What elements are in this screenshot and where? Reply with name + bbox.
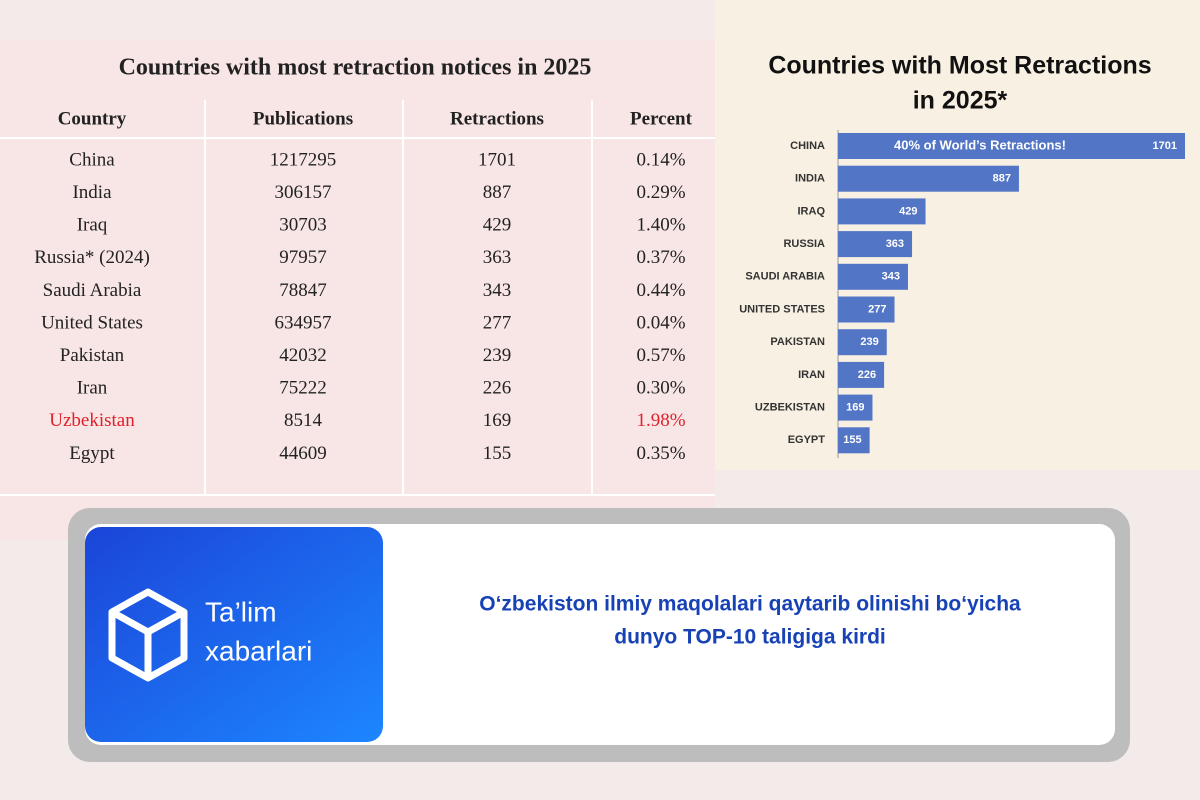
chart-title: in 2025* — [913, 87, 1008, 115]
category-label: UZBEKISTAN — [755, 402, 825, 414]
table-title: Countries with most retraction notices i… — [119, 55, 592, 81]
table-cell: 30703 — [279, 215, 327, 236]
value-label: 169 — [846, 402, 864, 414]
category-label: RUSSIA — [783, 238, 825, 250]
table-cell: 0.35% — [636, 443, 685, 464]
value-label: 429 — [899, 205, 917, 217]
table-cell: 0.30% — [636, 378, 685, 399]
table-cell: 277 — [483, 312, 512, 333]
category-label: CHINA — [790, 140, 825, 152]
table-cell: 78847 — [279, 280, 327, 301]
category-label: IRAN — [798, 369, 825, 381]
chart-panel — [715, 0, 1200, 470]
table-cell: 0.57% — [636, 345, 685, 366]
bar — [838, 329, 887, 356]
bar — [838, 231, 913, 258]
table-cell: Pakistan — [60, 345, 125, 366]
table-cell: 0.37% — [636, 247, 685, 268]
table-cell: 1217295 — [270, 149, 337, 170]
logo-icon — [108, 588, 188, 682]
value-label: 155 — [843, 434, 861, 446]
bar — [838, 361, 885, 388]
category-label: PAKISTAN — [770, 336, 825, 348]
bar — [838, 263, 908, 290]
table-cell: 8514 — [284, 410, 323, 431]
category-label: EGYPT — [788, 434, 826, 446]
table: Country Publications Retractions Percent Chi… — [34, 108, 692, 463]
table-cell: 887 — [483, 182, 512, 203]
table-cell: 226 — [483, 378, 512, 399]
value-label: 1701 — [1153, 140, 1177, 152]
bar — [838, 394, 873, 421]
table-cell: Iran — [77, 378, 108, 399]
table-cell: 75222 — [279, 378, 327, 399]
column-header: Country — [58, 108, 127, 129]
table-cell: Egypt — [69, 443, 115, 464]
table-cell: India — [72, 182, 112, 203]
table-cell: Uzbekistan — [49, 410, 135, 431]
table-cell: 0.04% — [636, 312, 685, 333]
table-cell: China — [69, 149, 115, 170]
logo-text: xabarlari — [205, 635, 312, 666]
table-cell: 429 — [483, 215, 512, 236]
table-cell: 97957 — [279, 247, 327, 268]
category-label: UNITED STATES — [739, 303, 825, 315]
value-label: 239 — [860, 336, 878, 348]
table-cell: 239 — [483, 345, 512, 366]
category-label: IRAQ — [798, 205, 826, 217]
headline: O‘zbekiston ilmiy maqolalari qaytarib ol… — [479, 593, 1021, 616]
value-label: 363 — [886, 238, 904, 250]
value-label: 226 — [858, 369, 876, 381]
table-cell: 0.44% — [636, 280, 685, 301]
table-cell: 42032 — [279, 345, 327, 366]
logo-box — [85, 527, 383, 742]
table-cell: 0.14% — [636, 149, 685, 170]
table-cell: Russia* (2024) — [34, 247, 150, 268]
column-header: Publications — [253, 108, 353, 129]
bar — [838, 133, 1186, 159]
bar — [838, 165, 1019, 192]
column-header: Percent — [630, 108, 693, 129]
table-cell: 343 — [483, 280, 512, 301]
logo-text: Ta’lim — [205, 596, 277, 627]
headline: dunyo TOP-10 taligiga kirdi — [614, 626, 886, 649]
bar — [838, 427, 870, 454]
value-label: 343 — [882, 271, 900, 283]
table-cell: 0.29% — [636, 182, 685, 203]
table-cell: 155 — [483, 443, 512, 464]
category-label: SAUDI ARABIA — [745, 271, 825, 283]
table-cell: 1701 — [478, 149, 516, 170]
table-cell: Saudi Arabia — [43, 280, 142, 301]
table-panel — [0, 40, 715, 540]
table-cell: 634957 — [275, 312, 332, 333]
table-cell: Iraq — [77, 215, 108, 236]
annotation: 40% of World’s Retractions! — [894, 137, 1066, 152]
bar — [838, 198, 926, 225]
table-cell: 1.40% — [636, 215, 685, 236]
column-header: Retractions — [450, 108, 544, 129]
table-cell: 44609 — [279, 443, 327, 464]
chart-title: Countries with Most Retractions — [768, 52, 1151, 80]
table-cell: United States — [41, 312, 143, 333]
bar — [838, 296, 895, 323]
chart: Countries with Most Retractions in 2025* C… — [739, 52, 1186, 458]
table-cell: 363 — [483, 247, 512, 268]
value-label: 887 — [993, 173, 1011, 185]
table-cell: 1.98% — [636, 410, 685, 431]
value-label: 277 — [868, 303, 886, 315]
category-label: INDIA — [795, 173, 825, 185]
table-cell: 169 — [483, 410, 512, 431]
table-cell: 306157 — [275, 182, 332, 203]
